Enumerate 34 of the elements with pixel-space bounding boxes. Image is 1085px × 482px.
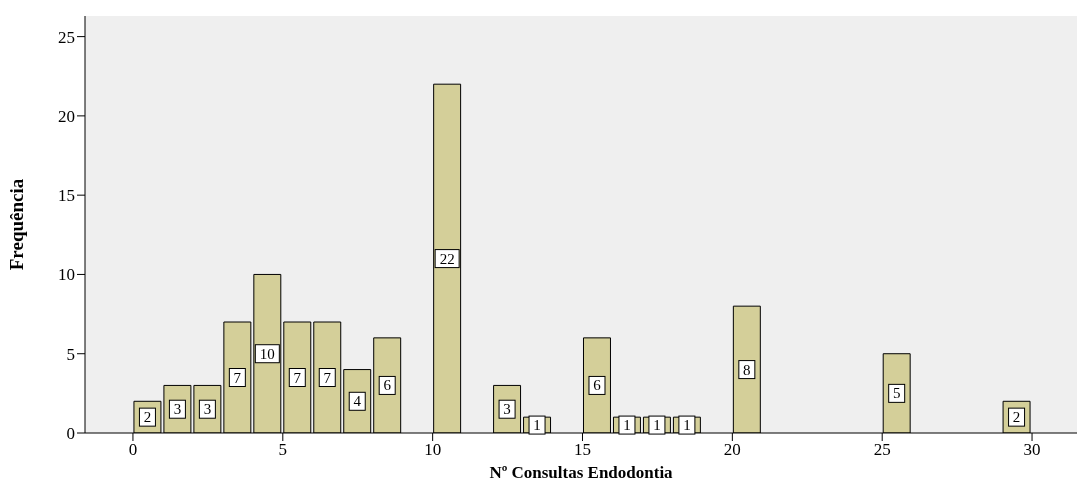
data-label: 5 bbox=[892, 385, 901, 402]
data-label: 1 bbox=[683, 417, 691, 434]
data-label: 2 bbox=[1012, 409, 1021, 426]
x-tick-label: 0 bbox=[128, 440, 138, 460]
x-tick-label: 25 bbox=[873, 440, 891, 460]
data-label: 3 bbox=[173, 401, 182, 418]
y-tick-label: 25 bbox=[58, 27, 75, 47]
data-label: 1 bbox=[623, 417, 631, 434]
x-tick-label: 10 bbox=[424, 440, 442, 460]
data-label: 6 bbox=[383, 377, 392, 394]
x-tick-label: 15 bbox=[574, 440, 591, 460]
y-tick-label: 15 bbox=[58, 186, 75, 206]
data-label: 10 bbox=[259, 345, 275, 362]
y-axis-title: Frequência bbox=[5, 178, 27, 271]
x-tick-label: 30 bbox=[1023, 440, 1041, 460]
x-tick-label: 5 bbox=[278, 440, 288, 460]
data-label: 4 bbox=[353, 393, 362, 410]
data-label: 8 bbox=[743, 361, 751, 378]
data-label: 3 bbox=[203, 401, 212, 418]
data-label: 2 bbox=[143, 409, 152, 426]
data-label: 22 bbox=[439, 250, 455, 267]
data-label: 7 bbox=[233, 369, 242, 386]
data-label: 1 bbox=[533, 417, 541, 434]
data-label: 6 bbox=[593, 377, 602, 394]
data-label: 3 bbox=[503, 401, 511, 418]
y-tick-label: 0 bbox=[66, 424, 75, 444]
data-label: 7 bbox=[323, 369, 332, 386]
data-label: 1 bbox=[653, 417, 661, 434]
x-axis-title: Nº Consultas Endodontia bbox=[489, 463, 674, 482]
data-label: 7 bbox=[293, 369, 302, 386]
y-tick-label: 5 bbox=[66, 344, 75, 364]
x-tick-label: 20 bbox=[723, 440, 741, 460]
y-tick-label: 10 bbox=[58, 265, 75, 285]
y-tick-label: 20 bbox=[58, 106, 75, 126]
